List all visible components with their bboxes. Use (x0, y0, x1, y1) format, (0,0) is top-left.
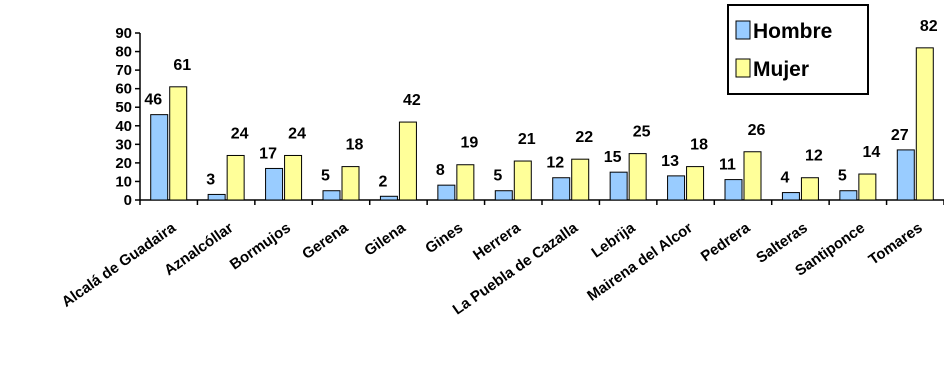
y-tick-label: 0 (124, 192, 132, 209)
category-label: Mairena del Alcor (584, 219, 696, 304)
chart-legend: Hombre Mujer (727, 4, 869, 95)
bar-hombre (552, 177, 571, 201)
chart-bars (150, 47, 934, 201)
y-tick-label: 10 (115, 173, 132, 190)
data-label-hombre: 15 (604, 149, 622, 166)
legend-swatch-mujer (735, 58, 751, 78)
data-label-mujer: 42 (403, 92, 421, 109)
data-label-hombre: 27 (891, 127, 909, 144)
bar-mujer (571, 158, 590, 201)
data-label-mujer: 26 (748, 122, 766, 139)
y-tick-label: 70 (115, 62, 132, 79)
category-label: Gines (422, 219, 466, 257)
data-label-mujer: 24 (231, 125, 249, 142)
category-label: Lebrija (588, 219, 639, 262)
bar-mujer (341, 166, 360, 201)
legend-label-mujer: Mujer (753, 58, 809, 81)
data-label-hombre: 11 (719, 157, 736, 174)
bar-hombre (437, 184, 456, 201)
bar-mujer (513, 160, 532, 201)
bar-hombre (494, 190, 513, 201)
y-tick-label: 30 (115, 136, 132, 153)
data-label-mujer: 22 (575, 129, 593, 146)
bar-mujer (858, 173, 877, 201)
legend-swatch-hombre (735, 20, 751, 40)
data-label-hombre: 12 (546, 155, 564, 172)
data-label-hombre: 2 (378, 173, 387, 190)
y-tick-label: 60 (115, 81, 132, 98)
data-label-hombre: 4 (780, 170, 789, 187)
data-label-mujer: 12 (805, 148, 823, 165)
data-label-mujer: 82 (920, 18, 938, 35)
bar-mujer (743, 151, 762, 201)
bar-hombre (322, 190, 341, 201)
data-label-hombre: 8 (436, 162, 445, 179)
bar-mujer (456, 164, 475, 201)
bar-mujer (800, 177, 819, 201)
bar-mujer (915, 47, 934, 201)
data-label-mujer: 18 (690, 137, 708, 154)
data-label-mujer: 24 (288, 125, 306, 142)
bar-hombre (896, 149, 915, 201)
data-label-hombre: 17 (259, 145, 277, 162)
bar-hombre (667, 175, 686, 201)
chart-data-labels: 46 61 3 24 17 24 5 18 2 42 8 19 5 21 12 22 15 25 13 18 11 26 4… (144, 18, 937, 190)
data-label-mujer: 19 (460, 135, 478, 152)
data-label-mujer: 61 (173, 57, 191, 74)
bar-hombre (839, 190, 858, 201)
data-label-hombre: 5 (493, 168, 502, 185)
y-tick-label: 40 (115, 118, 132, 135)
bar-mujer (284, 154, 303, 201)
data-label-mujer: 25 (633, 124, 651, 141)
legend-label-hombre: Hombre (753, 20, 832, 43)
bar-hombre (724, 179, 743, 201)
category-label: Bormujos (227, 219, 294, 273)
bar-mujer (169, 86, 188, 201)
data-label-hombre: 46 (144, 92, 162, 109)
data-label-hombre: 5 (838, 168, 847, 185)
category-label: Gerena (299, 219, 352, 263)
y-tick-label: 50 (115, 99, 132, 116)
bar-mujer (226, 154, 245, 201)
data-label-mujer: 21 (518, 131, 536, 148)
bar-mujer (628, 153, 647, 201)
y-tick-label: 80 (115, 44, 132, 61)
y-tick-label: 90 (115, 25, 132, 42)
bar-hombre (207, 193, 226, 201)
data-label-hombre: 5 (321, 168, 330, 185)
data-label-mujer: 18 (346, 137, 364, 154)
bar-mujer (686, 166, 705, 201)
bar-hombre (781, 192, 800, 201)
legend-box (727, 4, 869, 95)
bar-mujer (398, 121, 417, 201)
bar-hombre (609, 171, 628, 201)
y-tick-label: 20 (115, 155, 132, 172)
category-label: Pedrera (698, 219, 754, 265)
bar-hombre (379, 195, 398, 201)
data-label-mujer: 14 (862, 144, 880, 161)
data-label-hombre: 3 (206, 171, 215, 188)
data-label-hombre: 13 (661, 153, 679, 170)
category-label: Tomares (866, 219, 926, 268)
category-label: Gilena (361, 219, 409, 260)
bar-hombre (150, 114, 169, 201)
bar-hombre (265, 167, 284, 201)
